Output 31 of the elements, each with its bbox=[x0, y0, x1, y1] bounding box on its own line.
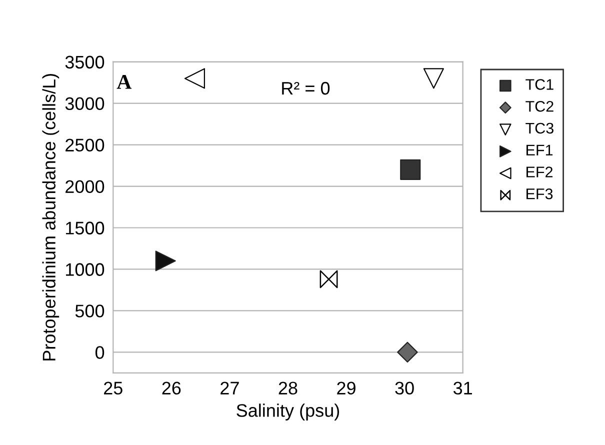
y-tick-label: 3500 bbox=[65, 56, 104, 69]
x-tick-label: 31 bbox=[453, 382, 472, 395]
legend-label: TC2 bbox=[526, 100, 554, 112]
point bbox=[155, 250, 176, 272]
legend-label: EF3 bbox=[526, 188, 553, 200]
y-tick-label: 500 bbox=[75, 304, 104, 318]
legend-label: EF1 bbox=[526, 144, 553, 156]
x-tick-label: 30 bbox=[395, 382, 414, 395]
x-tick-label: 26 bbox=[162, 382, 181, 395]
y-tick-label: 0 bbox=[95, 346, 104, 359]
x-tick-label: 25 bbox=[104, 382, 122, 395]
x-tick-label: 29 bbox=[337, 382, 356, 395]
point bbox=[423, 68, 444, 89]
annotation: R² = 0 bbox=[282, 82, 330, 95]
y-tick-label: 2000 bbox=[66, 180, 104, 193]
legend-label: EF2 bbox=[526, 166, 553, 178]
x-axis-title: Salinity (psu) bbox=[236, 404, 340, 420]
y-tick-label: 2500 bbox=[66, 138, 104, 152]
legend-label: TC3 bbox=[526, 122, 554, 134]
point bbox=[397, 342, 418, 363]
point bbox=[320, 270, 338, 288]
x-tick-label: 27 bbox=[220, 382, 239, 394]
annotation: A bbox=[116, 75, 132, 89]
y-tick-label: 3000 bbox=[65, 97, 104, 110]
point bbox=[184, 68, 206, 89]
x-tick-label: 28 bbox=[278, 382, 298, 395]
legend-label: TC1 bbox=[526, 79, 554, 90]
y-tick-label: 1500 bbox=[66, 222, 104, 234]
y-tick-label: 1000 bbox=[66, 263, 104, 276]
point bbox=[400, 159, 421, 180]
y-axis-title: Protoperidinium abundance (cells/L) bbox=[42, 74, 60, 360]
